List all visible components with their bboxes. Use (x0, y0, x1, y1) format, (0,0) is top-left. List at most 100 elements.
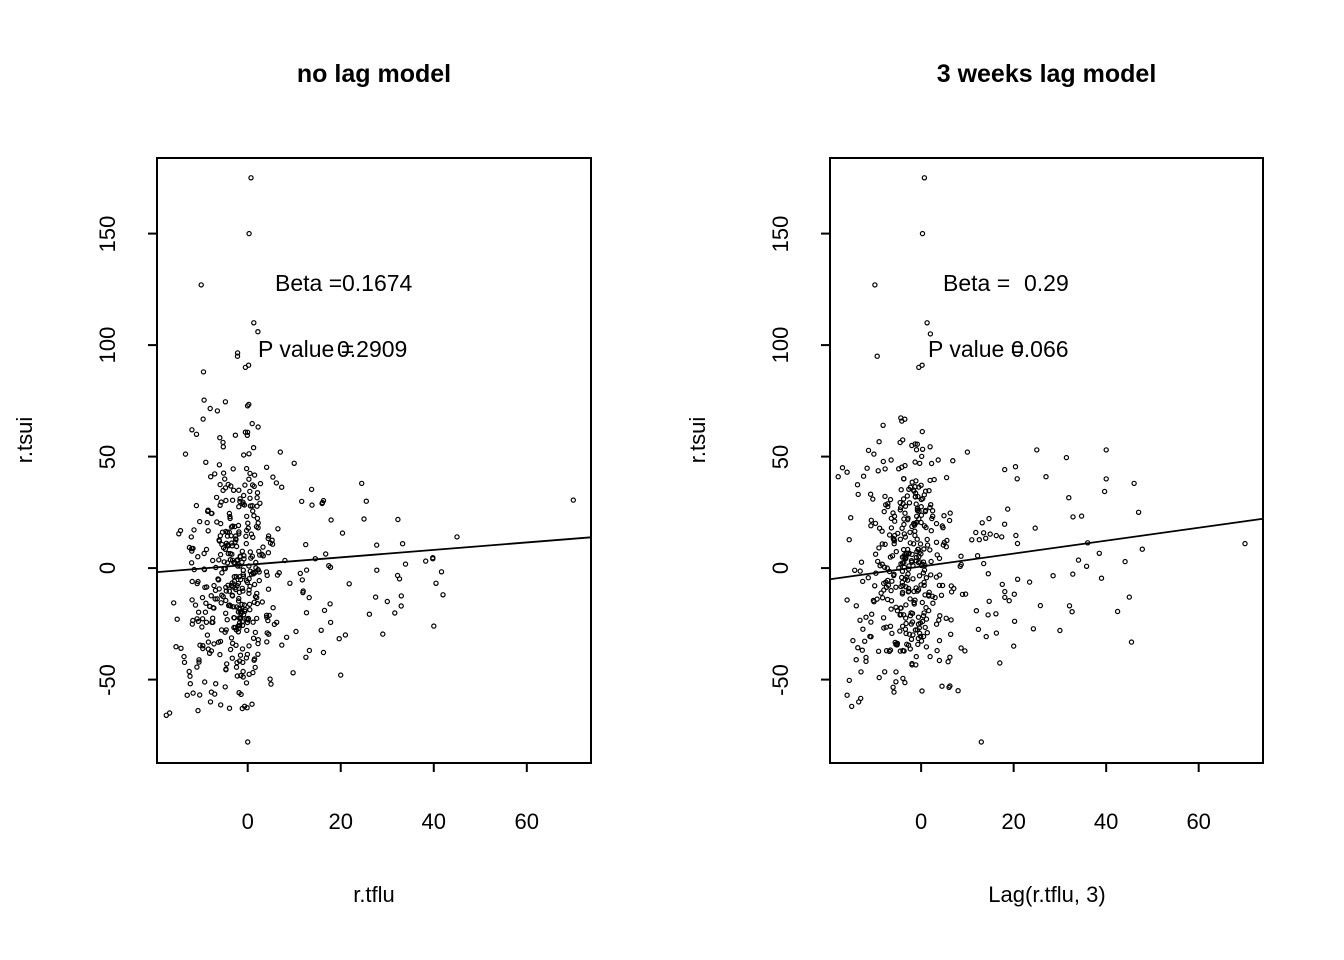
scatter-point (915, 635, 922, 642)
scatter-point (927, 504, 933, 511)
scatter-point (287, 580, 293, 587)
scatter-point (926, 488, 932, 494)
scatter-point (893, 641, 899, 648)
scatter-point (247, 488, 253, 495)
scatter-point (908, 610, 914, 616)
scatter-point (896, 466, 902, 472)
scatter-point (232, 536, 239, 542)
scatter-point (181, 659, 188, 666)
scatter-point (930, 600, 936, 606)
scatter-point (200, 369, 207, 375)
scatter-point (880, 458, 887, 465)
scatter-point (233, 573, 239, 580)
scatter-point (868, 619, 874, 625)
scatter-point (195, 609, 202, 615)
scatter-point (303, 541, 309, 548)
scatter-point (219, 592, 225, 598)
scatter-point (948, 617, 954, 623)
scatter-point (926, 589, 932, 596)
scatter-point (249, 701, 255, 707)
scatter-point (252, 569, 258, 576)
scatter-point (913, 554, 920, 561)
scatter-point (879, 541, 886, 547)
scatter-point (222, 399, 229, 405)
scatter-point (914, 548, 920, 555)
scatter-point (203, 459, 209, 465)
scatter-point (904, 493, 911, 499)
scatter-point (850, 637, 856, 644)
scatter-point (978, 739, 985, 745)
scatter-point (1070, 514, 1076, 520)
scatter-point (336, 636, 342, 642)
scatter-point (1030, 626, 1037, 632)
scatter-point (255, 640, 261, 647)
scatter-point (300, 588, 306, 594)
scatter-point (898, 561, 904, 567)
scatter-point (225, 550, 231, 557)
scatter-point (205, 639, 212, 645)
y-tick-label: 150 (95, 215, 120, 252)
scatter-point (380, 631, 386, 637)
scatter-point (293, 628, 299, 635)
x-tick-label: 40 (421, 809, 447, 834)
scatter-point (218, 627, 225, 633)
scatter-point (872, 520, 879, 527)
scatter-point (917, 460, 923, 467)
scatter-point (231, 578, 238, 584)
scatter-point (203, 600, 209, 606)
scatter-point (213, 494, 220, 501)
scatter-point (231, 624, 237, 631)
scatter-point (883, 502, 889, 508)
scatter-point (1131, 480, 1137, 487)
scatter-point (251, 657, 257, 663)
scatter-point (221, 559, 227, 565)
scatter-point (924, 542, 931, 548)
scatter-point (947, 654, 953, 660)
scatter-point (876, 545, 882, 551)
scatter-point (927, 477, 933, 484)
scatter-point (915, 493, 921, 500)
scatter-point (1011, 643, 1017, 649)
scatter-point (870, 597, 877, 604)
scatter-point (1126, 594, 1133, 600)
scatter-point (188, 534, 194, 540)
scatter-point (257, 480, 264, 487)
scatter-point (200, 416, 206, 422)
scatter-point (865, 447, 872, 454)
scatter-point (222, 485, 229, 491)
scatter-point (921, 546, 927, 552)
scatter-point (290, 670, 296, 676)
scatter-point (897, 605, 904, 611)
scatter-point (1034, 447, 1040, 453)
scatter-point (253, 565, 259, 571)
scatter-point (909, 479, 915, 485)
scatter-point (204, 632, 211, 638)
scatter-point (223, 597, 229, 604)
scatter-point (196, 659, 202, 665)
scatter-point (246, 643, 252, 649)
scatter-point (254, 515, 261, 522)
scatter-point (181, 653, 187, 660)
scatter-point (1103, 476, 1109, 482)
scatter-point (986, 515, 992, 522)
scatter-point (194, 616, 200, 622)
scatter-point (1002, 594, 1008, 601)
scatter-point (924, 536, 930, 543)
scatter-point (868, 523, 874, 529)
scatter-point (233, 664, 240, 670)
scatter-point (220, 470, 227, 476)
scatter-point (983, 633, 989, 640)
scatter-point (897, 536, 904, 543)
scatter-point (1002, 466, 1008, 473)
scatter-point (259, 551, 265, 558)
scatter-point (857, 568, 863, 574)
scatter-point (923, 644, 930, 650)
scatter-point (209, 619, 215, 626)
scatter-point (299, 498, 305, 505)
scatter-point (943, 474, 950, 481)
scatter-point (1037, 602, 1044, 609)
scatter-point (912, 459, 918, 465)
scatter-point (255, 651, 261, 658)
scatter-point (858, 669, 864, 675)
scatter-point (1103, 447, 1109, 453)
